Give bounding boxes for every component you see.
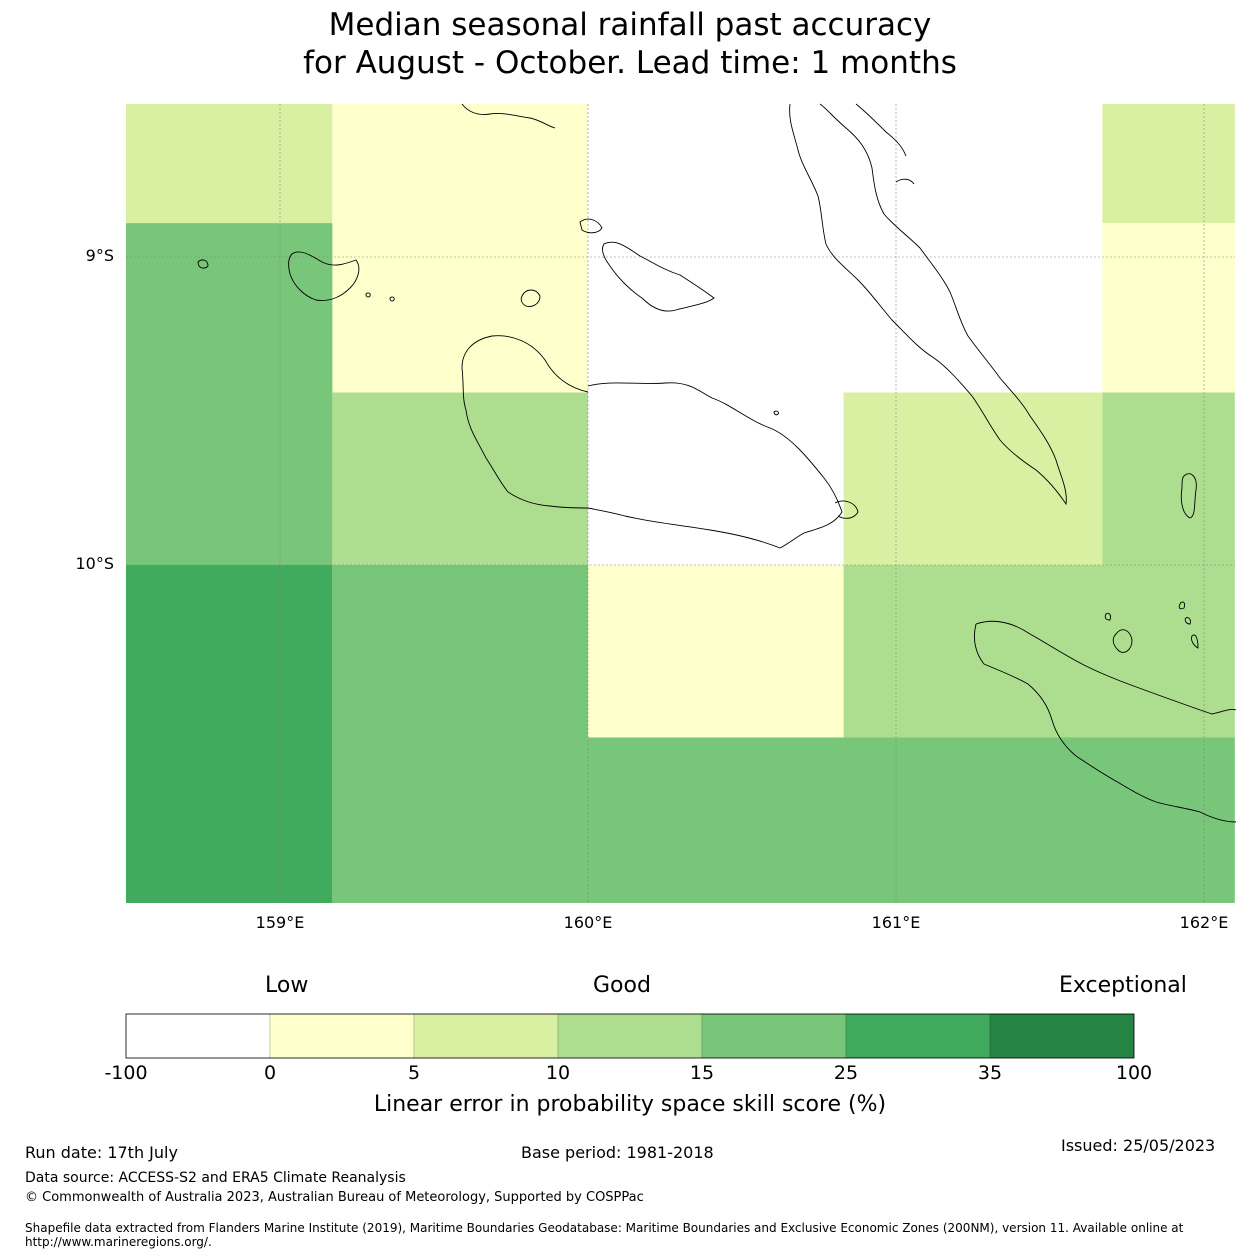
lon-label-161e: 161°E xyxy=(871,913,921,932)
grid-cell xyxy=(1102,223,1235,393)
lon-label-160e: 160°E xyxy=(563,913,613,932)
grid-cell xyxy=(588,737,1235,903)
guadalcanal-island xyxy=(587,382,843,549)
cb-tick: -100 xyxy=(104,1062,148,1084)
colorbar-title: Linear error in probability space skill … xyxy=(373,1092,887,1117)
copyright: © Commonwealth of Australia 2023, Austra… xyxy=(25,1190,644,1205)
graticule xyxy=(126,104,1235,903)
cb-tick: 0 xyxy=(263,1062,277,1084)
colorbar-swatch xyxy=(845,1013,991,1059)
colorbar-swatch xyxy=(125,1013,271,1059)
small-malaita-isle xyxy=(895,178,915,185)
grid-cell xyxy=(588,104,844,393)
north-coast-fragment xyxy=(461,103,556,129)
run-date: Run date: 17th July xyxy=(25,1143,178,1162)
issued-date: Issued: 25/05/2023 xyxy=(1061,1136,1216,1155)
makira-island xyxy=(975,620,1237,715)
savo-island xyxy=(520,289,541,307)
lon-label-162e: 162°E xyxy=(1179,913,1229,932)
east-isle xyxy=(1180,473,1197,519)
colorbar-swatch xyxy=(269,1013,415,1059)
colorbar-frame xyxy=(125,1013,1135,1059)
ulawa-island xyxy=(1112,629,1133,653)
coastlines xyxy=(197,103,1237,823)
colorbar-swatch xyxy=(557,1013,703,1059)
colorbar xyxy=(125,1013,1135,1059)
cb-tick: 100 xyxy=(1115,1062,1153,1084)
grid-cell xyxy=(843,565,1235,738)
title-line-1: Median seasonal rainfall past accuracy xyxy=(328,7,932,43)
lon-label-159e: 159°E xyxy=(255,913,305,932)
grid-cell xyxy=(126,565,333,903)
map-title: Median seasonal rainfall past accuracy f… xyxy=(0,6,1260,82)
cb-tick: 5 xyxy=(407,1062,421,1084)
russell-islands xyxy=(288,251,360,301)
colorbar-swatch xyxy=(413,1013,559,1059)
small-isle-east-3 xyxy=(1184,617,1191,625)
grid-cell xyxy=(126,223,333,565)
small-isle-east-2 xyxy=(1178,601,1185,610)
legend-label-low: Low xyxy=(265,973,309,998)
russell-dot-1 xyxy=(365,292,371,298)
title-line-2: for August - October. Lead time: 1 month… xyxy=(303,45,957,81)
grid-cell xyxy=(1102,104,1235,224)
grid-cell xyxy=(588,392,844,565)
malaita-north-tip xyxy=(855,103,907,157)
small-isle-east-1 xyxy=(1104,612,1111,621)
shapefile-credit: Shapefile data extracted from Flanders M… xyxy=(25,1221,1184,1249)
makira-south-coast xyxy=(973,623,1237,823)
legend-label-exceptional: Exceptional xyxy=(1059,973,1187,998)
small-dot-guadalcanal xyxy=(773,410,779,416)
cb-tick: 25 xyxy=(833,1062,859,1084)
lat-label-10s: 10°S xyxy=(75,554,114,573)
grid-cell xyxy=(126,104,333,224)
grid-cell xyxy=(843,392,1103,565)
base-period: Base period: 1981-2018 xyxy=(521,1143,714,1162)
guadalcanal-east-tip xyxy=(834,500,859,519)
colorbar-swatch xyxy=(989,1013,1135,1059)
grid-cell xyxy=(332,565,588,903)
small-isle-east-4 xyxy=(1191,634,1199,649)
cb-tick: 10 xyxy=(545,1062,571,1084)
legend-label-good: Good xyxy=(593,973,651,998)
cb-tick: 35 xyxy=(977,1062,1003,1084)
florida-west-isle xyxy=(579,218,603,234)
lat-label-9s: 9°S xyxy=(85,246,114,265)
russell-isle-small xyxy=(197,259,209,269)
skill-grid xyxy=(126,104,1235,903)
florida-islands xyxy=(601,241,715,312)
grid-cell xyxy=(332,104,588,393)
grid-cell xyxy=(1102,392,1235,565)
grid-cell xyxy=(332,392,588,565)
cb-tick: 15 xyxy=(689,1062,715,1084)
malaita-island xyxy=(789,103,1067,506)
colorbar-swatch xyxy=(701,1013,847,1059)
data-source: Data source: ACCESS-S2 and ERA5 Climate … xyxy=(25,1170,406,1186)
west-peninsula xyxy=(461,335,589,509)
russell-dot-2 xyxy=(389,296,395,302)
grid-cell xyxy=(843,104,1103,393)
grid-cell xyxy=(588,565,844,738)
